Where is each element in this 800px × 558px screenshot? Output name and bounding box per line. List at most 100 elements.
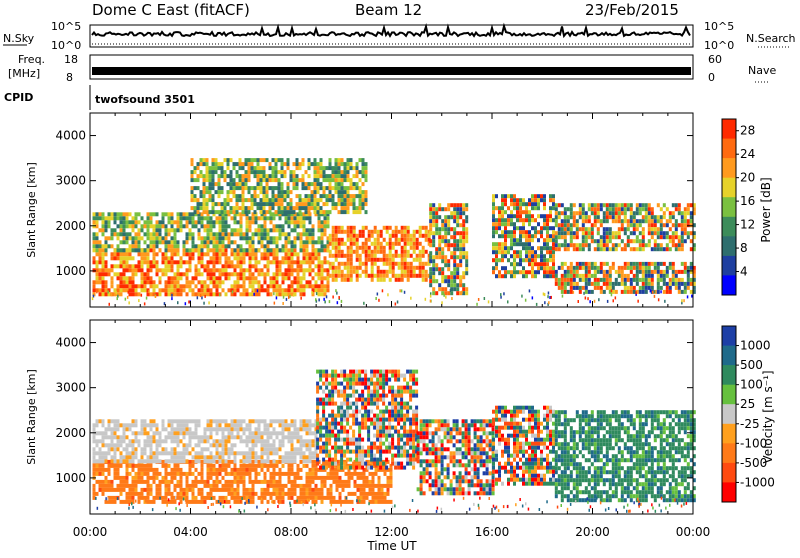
power-echo-cell xyxy=(312,276,315,280)
power-echo-cell xyxy=(321,284,324,288)
vel-echo-cell xyxy=(147,431,150,435)
power-echo-cell xyxy=(153,260,156,264)
vel-echo-cell xyxy=(225,496,228,500)
power-noise-cell xyxy=(441,301,443,304)
vel-echo-cell xyxy=(207,427,210,431)
power-echo-cell xyxy=(254,202,257,206)
power-echo-cell xyxy=(105,240,108,244)
vel-echo-cell xyxy=(327,472,330,476)
power-echo-cell xyxy=(510,222,513,226)
vel-echo-cell xyxy=(330,492,333,496)
power-echo-cell xyxy=(422,266,425,270)
power-echo-cell xyxy=(120,284,123,288)
power-echo-cell xyxy=(249,248,252,252)
power-echo-cell xyxy=(359,178,362,182)
vel-echo-cell xyxy=(237,476,240,480)
power-echo-cell xyxy=(621,219,624,223)
power-echo-cell xyxy=(576,262,579,266)
vel-echo-cell xyxy=(189,439,192,443)
power-echo-cell xyxy=(285,244,288,248)
vel-echo-cell xyxy=(228,492,231,496)
power-echo-cell xyxy=(195,220,198,224)
power-echo-cell xyxy=(174,288,177,292)
power-echo-cell xyxy=(429,231,432,235)
power-echo-cell xyxy=(534,202,537,206)
power-echo-cell xyxy=(308,202,311,206)
power-echo-cell xyxy=(675,223,678,227)
vel-echo-cell xyxy=(273,488,276,492)
vel-echo-cell xyxy=(129,484,132,488)
power-echo-cell xyxy=(227,158,230,162)
power-echo-cell xyxy=(252,240,255,244)
power-echo-cell xyxy=(212,198,215,202)
power-echo-cell xyxy=(266,158,269,162)
vel-echo-cell xyxy=(246,423,249,427)
vel-echo-cell xyxy=(180,468,183,472)
vel-echo-cell xyxy=(222,443,225,447)
power-echo-cell xyxy=(344,230,347,234)
vel-echo-cell xyxy=(234,480,237,484)
power-echo-cell xyxy=(681,262,684,266)
power-echo-cell xyxy=(270,284,273,288)
vel-echo-cell xyxy=(228,435,231,439)
power-echo-cell xyxy=(630,223,633,227)
power-echo-cell xyxy=(183,244,186,248)
power-echo-cell xyxy=(323,178,326,182)
power-echo-cell xyxy=(633,223,636,227)
power-echo-cell xyxy=(288,288,291,292)
power-echo-cell xyxy=(588,247,591,251)
power-echo-cell xyxy=(624,215,627,219)
power-echo-cell xyxy=(297,264,300,268)
power-echo-cell xyxy=(549,194,552,198)
power-echo-cell xyxy=(459,239,462,243)
power-echo-cell xyxy=(102,252,105,256)
vel-echo-cell xyxy=(234,419,237,423)
vel-echo-cell xyxy=(174,459,177,463)
power-echo-cell xyxy=(516,218,519,222)
power-echo-cell xyxy=(263,166,266,170)
vel-echo-cell xyxy=(267,468,270,472)
power-echo-cell xyxy=(456,283,459,287)
power-echo-cell xyxy=(267,284,270,288)
vel-echo-cell xyxy=(276,464,279,468)
power-echo-cell xyxy=(296,174,299,178)
power-echo-cell xyxy=(213,220,216,224)
power-echo-cell xyxy=(245,178,248,182)
power-echo-cell xyxy=(177,224,180,228)
power-echo-cell xyxy=(510,210,513,214)
vel-echo-cell xyxy=(111,455,114,459)
power-echo-cell xyxy=(156,224,159,228)
vel-echo-cell xyxy=(174,476,177,480)
power-echo-cell xyxy=(678,290,681,294)
vel-echo-cell xyxy=(255,492,258,496)
power-echo-cell xyxy=(332,170,335,174)
power-echo-cell xyxy=(510,262,513,266)
power-echo-cell xyxy=(291,248,294,252)
power-echo-cell xyxy=(389,254,392,258)
power-echo-cell xyxy=(198,216,201,220)
power-echo-cell xyxy=(552,250,555,254)
vel-echo-cell xyxy=(219,472,222,476)
vel-echo-cell xyxy=(150,439,153,443)
power-echo-cell xyxy=(377,258,380,262)
power-echo-cell xyxy=(350,194,353,198)
power-echo-cell xyxy=(105,292,108,296)
power-echo-cell xyxy=(159,280,162,284)
power-echo-cell xyxy=(245,210,248,214)
vel-echo-cell xyxy=(249,488,252,492)
power-noise-cell xyxy=(691,295,693,298)
power-echo-cell xyxy=(498,218,501,222)
power-echo-cell xyxy=(456,243,459,247)
power-echo-cell xyxy=(579,290,582,294)
vel-echo-cell xyxy=(96,443,99,447)
vel-echo-cell xyxy=(102,464,105,468)
power-echo-cell xyxy=(549,246,552,250)
power-echo-cell xyxy=(534,198,537,202)
vel-echo-cell xyxy=(102,472,105,476)
vel-echo-cell xyxy=(165,427,168,431)
power-echo-cell xyxy=(210,276,213,280)
power-echo-cell xyxy=(275,202,278,206)
power-echo-cell xyxy=(231,240,234,244)
power-echo-cell xyxy=(365,210,368,214)
power-echo-cell xyxy=(320,194,323,198)
